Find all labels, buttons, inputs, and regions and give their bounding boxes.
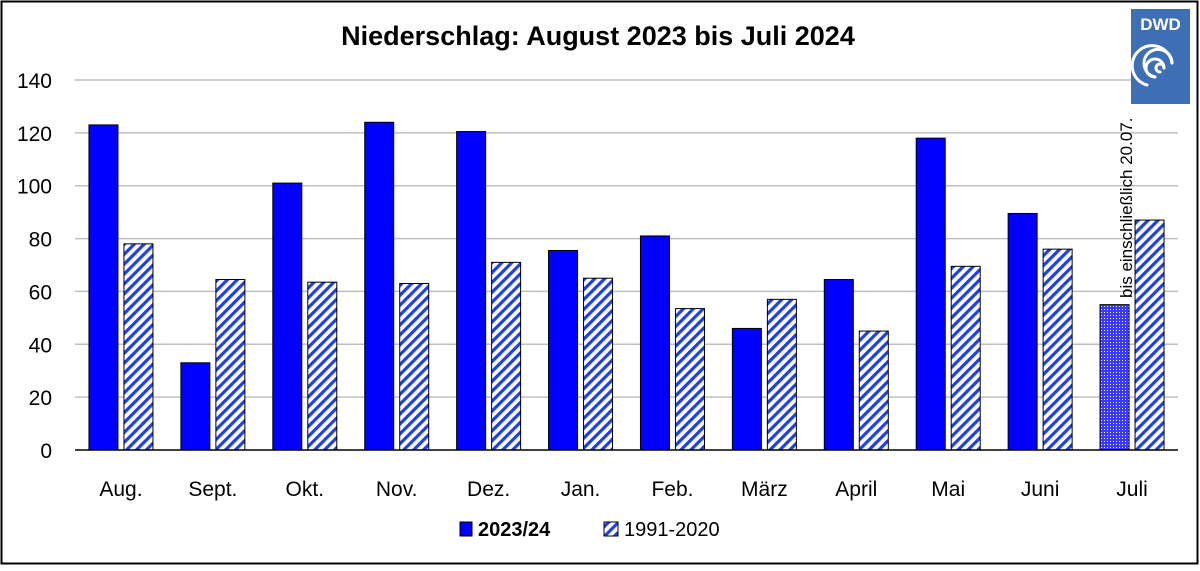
bar-2023-24-4 xyxy=(456,131,487,451)
legend-label-1991-2020: 1991-2020 xyxy=(624,519,720,541)
bar-1991-2020-4 xyxy=(491,261,522,451)
x-tick-label: Mai xyxy=(931,478,965,501)
bar-1991-2020-6 xyxy=(674,308,705,451)
x-tick-label: Sept. xyxy=(188,478,237,501)
bar-1991-2020-1 xyxy=(215,279,246,451)
bar-2023-24-5 xyxy=(548,249,579,451)
chart-title: Niederschlag: August 2023 bis Juli 2024 xyxy=(341,21,855,51)
bar-1991-2020-3 xyxy=(399,283,430,451)
bar-1991-2020-10 xyxy=(1042,248,1073,451)
bar-2023-24-2 xyxy=(272,182,303,451)
x-tick-label: Juni xyxy=(1021,478,1060,501)
y-tick-label: 20 xyxy=(29,387,52,410)
bar-1991-2020-7 xyxy=(766,298,797,451)
x-tick-label: Aug. xyxy=(99,478,142,501)
bar-2023-24-9 xyxy=(915,137,946,451)
bar-1991-2020-8 xyxy=(858,330,889,451)
y-tick-label: 100 xyxy=(17,176,52,199)
bar-1991-2020-5 xyxy=(583,277,614,451)
x-tick-label: Jan. xyxy=(561,478,601,501)
bar-2023-24-1 xyxy=(180,362,211,451)
y-tick-label: 140 xyxy=(17,70,52,93)
x-tick-label: Feb. xyxy=(651,478,693,501)
bar-2023-24-3 xyxy=(364,121,395,451)
bar-2023-24-0 xyxy=(88,124,119,451)
x-tick-label: Dez. xyxy=(467,478,510,501)
july-annotation: bis einschließlich 20.07. xyxy=(1117,118,1136,298)
y-tick-label: 120 xyxy=(17,123,52,146)
x-axis-labels: Aug. Sept. Okt. Nov. Dez. Jan. Feb. März April Ma… xyxy=(99,478,1147,501)
y-tick-label: 80 xyxy=(29,229,52,252)
x-tick-label: Nov. xyxy=(376,478,418,501)
x-tick-label: März xyxy=(741,478,788,501)
x-tick-label: April xyxy=(835,478,877,501)
y-tick-label: 0 xyxy=(40,440,52,463)
y-axis-ticks: 0 20 40 60 80 100 120 140 xyxy=(17,70,52,463)
dwd-logo: DWD xyxy=(1130,9,1190,104)
bar-1991-2020-0 xyxy=(123,243,154,451)
y-tick-label: 40 xyxy=(29,334,52,357)
legend-swatch-2023-24 xyxy=(459,521,473,537)
gridlines xyxy=(75,79,1178,398)
bar-1991-2020-11 xyxy=(1134,219,1165,451)
dwd-logo-box xyxy=(1131,9,1190,104)
x-tick-label: Okt. xyxy=(286,478,325,501)
swirl-icon xyxy=(1130,44,1174,87)
bar-2023-24-8 xyxy=(823,279,854,451)
bar-2023-24-6 xyxy=(639,235,670,451)
bar-1991-2020-2 xyxy=(307,281,338,451)
legend-swatch-1991-2020 xyxy=(603,521,619,537)
y-tick-label: 60 xyxy=(29,281,52,304)
bar-2023-24-10 xyxy=(1007,212,1038,451)
legend-label-2023-24: 2023/24 xyxy=(478,519,551,541)
x-tick-label: Juli xyxy=(1116,478,1148,501)
dwd-logo-text: DWD xyxy=(1140,15,1181,34)
bar-2023-24-11 xyxy=(1099,304,1130,451)
bar-1991-2020-9 xyxy=(950,265,981,451)
legend: 2023/24 1991-2020 xyxy=(459,519,720,541)
bar-2023-24-7 xyxy=(731,327,762,451)
bars xyxy=(88,121,1165,451)
